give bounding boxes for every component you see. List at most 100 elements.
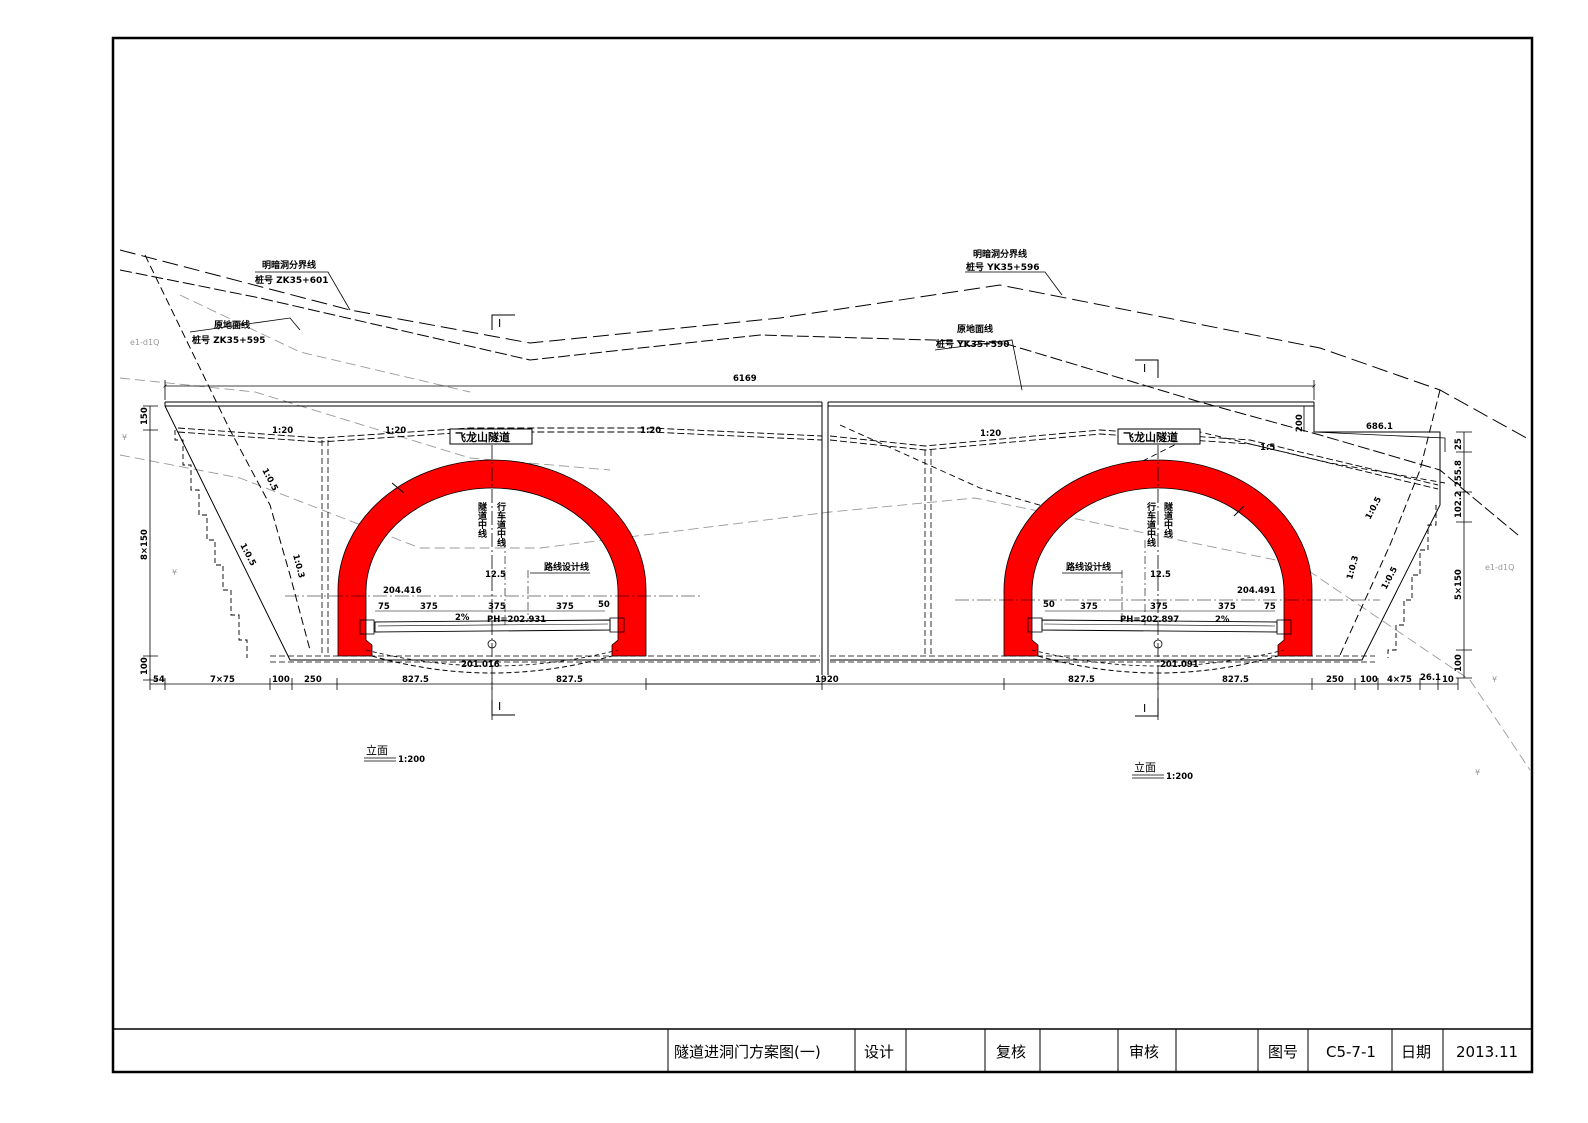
dim-bottom-r4: 4×75 (1387, 675, 1412, 685)
grey-tag-left: e1-d1Q (130, 338, 159, 347)
dim-bottom-r1: 827.5 (1222, 675, 1249, 685)
slope-left-05: 1:0.5 (237, 542, 257, 568)
title-block (113, 1028, 1532, 1072)
dim-bottom-r2: 250 (1326, 675, 1344, 685)
view-title-left: 立面 1:200 (364, 743, 425, 765)
right-crossfall: 2% (1215, 615, 1230, 625)
dim-bottom-l1: 7×75 (210, 675, 235, 685)
grey-mark-3: ¥ (1492, 675, 1497, 684)
view-title-right-text: 立面 (1134, 760, 1156, 774)
slope-right-05: 1:0.5 (1364, 495, 1384, 521)
left-boundary-title: 明暗洞分界线 (262, 259, 316, 271)
grey-tag-right: e1-d1Q (1485, 563, 1514, 572)
dim-left-100: 100 (140, 657, 150, 675)
right-ground-station: 桩号 YK35+590 (936, 338, 1009, 350)
section-marks (491, 314, 1159, 717)
left-crown-offset: 12.5 (485, 570, 506, 580)
dim-total-width: 6169 (733, 374, 757, 384)
dim-bottom-r6: 10 (1442, 675, 1454, 685)
date-label: 日期 (1401, 1043, 1431, 1061)
left-dim-375a: 375 (420, 602, 438, 612)
left-ground-title: 原地面线 (214, 319, 250, 331)
left-stepped-wall (174, 430, 248, 658)
dim-bottom-middle: 1920 (815, 675, 839, 685)
view-scale-right: 1:200 (1166, 772, 1193, 782)
dim-bottom-l5: 827.5 (556, 675, 583, 685)
right-tunnel-name: 飞龙山隧道 (1123, 430, 1178, 444)
dim-right-255: 255.8 (1454, 460, 1464, 487)
grey-mark-4: ¥ (1475, 768, 1480, 777)
slope-1-20-a: 1:20 (272, 426, 293, 436)
dim-left-150: 150 (140, 407, 150, 425)
dim-bottom-l4: 827.5 (402, 675, 429, 685)
right-name-board (1117, 428, 1201, 445)
slope-right-03: 1:0.3 (1345, 555, 1361, 581)
slope-right-05b: 1:0.5 (1380, 565, 1400, 591)
geology-lines (119, 294, 1531, 771)
slope-1-5: 1:5 (1260, 443, 1275, 453)
ground-lines (119, 249, 1531, 656)
dim-left-steps: 8×150 (140, 529, 150, 560)
approve-label: 审核 (1129, 1043, 1159, 1061)
slope-left-05b: 1:0.5 (259, 467, 279, 493)
right-dim-50: 50 (1043, 600, 1055, 610)
view-title-right: 立面 1:200 (1132, 760, 1193, 782)
section-mark-right-bottom: I (1143, 702, 1146, 715)
left-lane-center-label: 行车道中线 (495, 501, 507, 548)
left-name-board (449, 428, 533, 445)
left-tunnel-center-label: 隧道中线 (476, 501, 487, 539)
right-tunnel-center-label: 隧道中线 (1162, 501, 1173, 539)
left-elev-top: 204.416 (383, 586, 422, 596)
date-value: 2013.11 (1456, 1043, 1518, 1061)
right-boundary-station: 桩号 YK35+596 (966, 261, 1039, 273)
slope-1-20-d: 1:20 (980, 429, 1001, 439)
dim-right-100: 100 (1454, 654, 1464, 672)
right-elev-top: 204.491 (1237, 586, 1276, 596)
left-invert: 201.016 (461, 660, 500, 670)
right-pave: PH=202.897 (1120, 615, 1179, 625)
right-dim-375c: 375 (1218, 602, 1236, 612)
left-tunnel-name: 飞龙山隧道 (455, 430, 510, 444)
view-title-left-text: 立面 (366, 743, 388, 757)
right-dim-75: 75 (1264, 602, 1276, 612)
section-mark-left-bottom: I (498, 700, 501, 713)
left-dim-50: 50 (598, 600, 610, 610)
left-pave: PH=202.931 (487, 615, 546, 625)
right-tunnel (955, 445, 1380, 720)
left-tunnel (285, 445, 700, 720)
sheet-border (111, 36, 1534, 1074)
right-crown-offset: 12.5 (1150, 570, 1171, 580)
right-ground-title: 原地面线 (957, 323, 993, 335)
dim-right-25: 25 (1454, 438, 1464, 450)
right-dim-375a: 375 (1080, 602, 1098, 612)
drawing-no-label: 图号 (1268, 1043, 1298, 1061)
right-stepped-wall (1387, 505, 1437, 658)
ground-leaders (189, 271, 1063, 391)
dim-bottom-r0: 827.5 (1068, 675, 1095, 685)
right-lane-center-label: 行车道中线 (1145, 501, 1157, 548)
left-route-label: 路线设计线 (544, 561, 589, 573)
dim-right-686: 686.1 (1366, 422, 1393, 432)
dim-bottom-l0: 54 (153, 675, 165, 685)
right-boundary-title: 明暗洞分界线 (973, 248, 1027, 260)
dim-right-steps: 5×150 (1454, 569, 1464, 600)
view-scale-left: 1:200 (398, 755, 425, 765)
left-dim-375b: 375 (488, 602, 506, 612)
drawing-no: C5-7-1 (1326, 1043, 1376, 1061)
left-dim-375c: 375 (556, 602, 574, 612)
slope-1-20-c: 1:20 (640, 426, 661, 436)
grey-mark-1: ¥ (122, 433, 127, 442)
right-route-label: 路线设计线 (1066, 561, 1111, 573)
dimension-lines (143, 380, 1472, 690)
dim-bottom-r3: 100 (1360, 675, 1378, 685)
left-dim-75: 75 (378, 602, 390, 612)
design-label: 设计 (864, 1043, 894, 1061)
review-label: 复核 (996, 1043, 1026, 1061)
section-mark-left-top: I (498, 317, 501, 330)
right-invert: 201.091 (1160, 660, 1199, 670)
dim-right-200: 200 (1295, 414, 1305, 432)
left-crossfall: 2% (455, 613, 470, 623)
drawing-title: 隧道进洞门方案图(一) (674, 1043, 821, 1061)
right-dim-375b: 375 (1150, 602, 1168, 612)
